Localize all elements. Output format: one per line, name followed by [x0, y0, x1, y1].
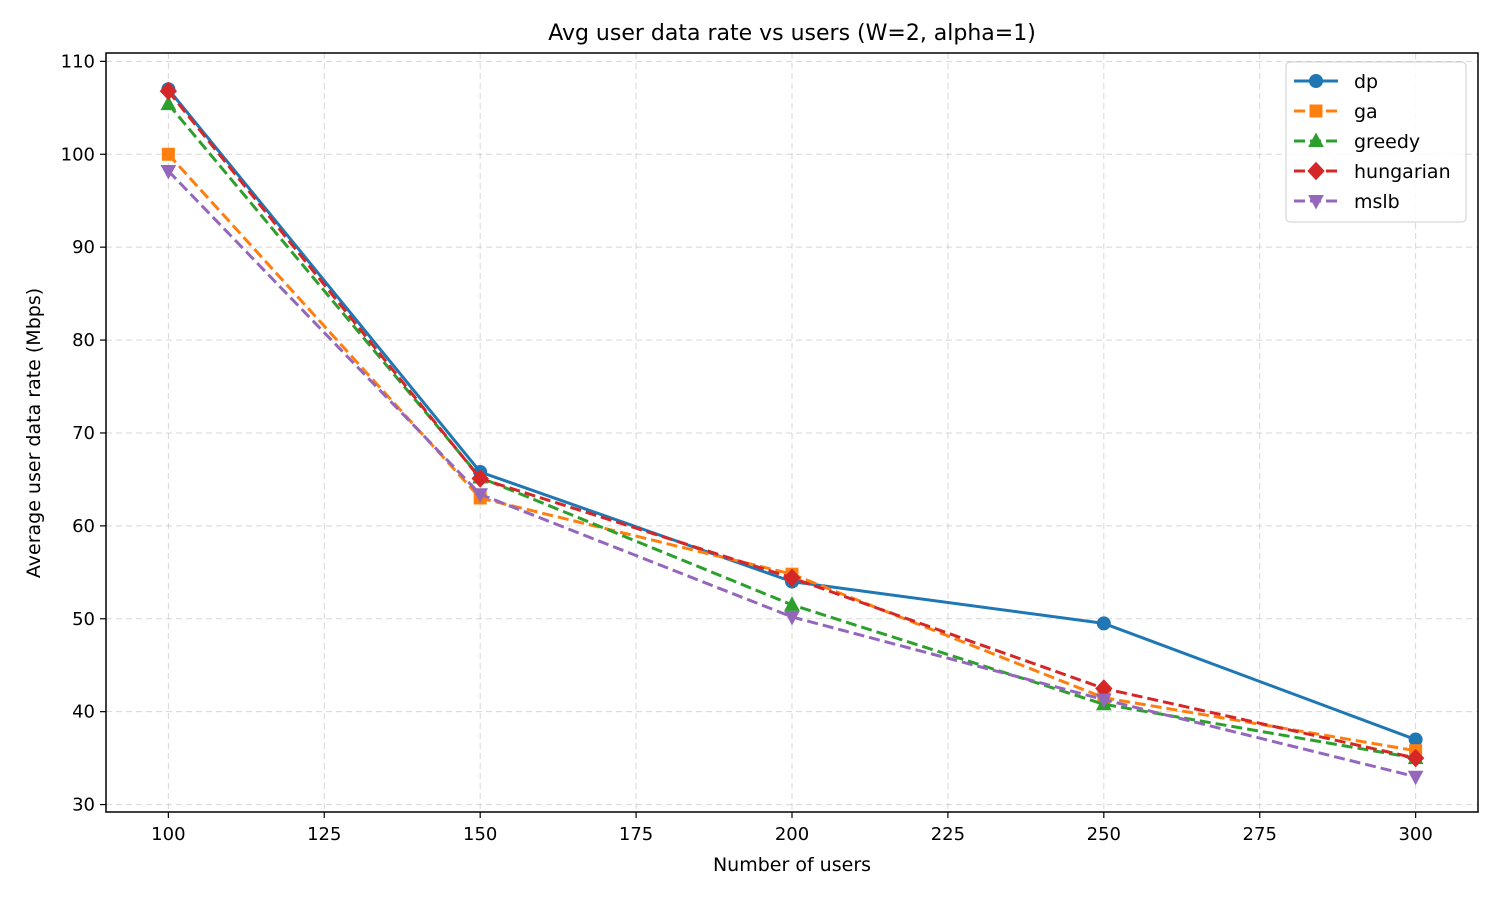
data-point-dp: [1408, 732, 1423, 747]
data-point-mslb: [472, 488, 489, 503]
series-hungarian: [159, 81, 1425, 768]
data-point-mslb: [1095, 693, 1112, 709]
chart-title: Avg user data rate vs users (W=2, alpha=…: [548, 21, 1036, 46]
x-tick-label: 125: [307, 824, 341, 845]
x-axis-label: Number of users: [713, 854, 871, 876]
legend-entry-mslb: mslb: [1294, 191, 1400, 213]
data-point-mslb: [160, 164, 177, 180]
y-tick-label: 70: [72, 423, 95, 444]
data-point-ga: [161, 147, 175, 161]
legend-marker: [1308, 132, 1324, 147]
data-point-dp: [1096, 616, 1111, 631]
y-tick-label: 60: [72, 516, 95, 537]
series-layer: [159, 81, 1425, 786]
legend-marker: [1308, 195, 1324, 210]
y-tick-label: 40: [72, 702, 95, 723]
y-tick-label: 50: [72, 609, 95, 630]
legend: dp ga greedy hungarian mslb: [1285, 61, 1467, 223]
data-point-hungarian: [1406, 748, 1425, 768]
x-tick-label: 250: [1087, 824, 1121, 845]
legend-entry-ga: ga: [1294, 101, 1378, 123]
y-tick-label: 90: [72, 237, 95, 258]
legend-label: greedy: [1354, 131, 1420, 153]
data-point-hungarian: [471, 469, 489, 488]
legend-box: [1285, 61, 1467, 223]
data-point-mslb: [1407, 770, 1424, 786]
data-point-hungarian: [159, 81, 178, 101]
legend-entry-hungarian: hungarian: [1294, 161, 1451, 183]
y-tick-label: 80: [72, 330, 95, 351]
x-tick-label: 100: [151, 824, 185, 845]
x-tick-label: 225: [931, 824, 965, 845]
x-tick-label: 300: [1398, 824, 1432, 845]
y-tick-label: 110: [61, 51, 95, 72]
y-tick-label: 100: [61, 144, 95, 165]
data-point-hungarian: [783, 568, 801, 588]
data-point-greedy: [784, 596, 800, 611]
axis-ticks: 100 125 150 175 200 225 250 275 300 30 40 50 60 70 80 9…: [61, 51, 1433, 845]
legend-label: dp: [1354, 71, 1378, 93]
x-tick-label: 200: [775, 824, 809, 845]
y-axis-label: Average user data rate (Mbps): [23, 288, 45, 578]
legend-marker: [1309, 74, 1323, 88]
legend-label: mslb: [1354, 191, 1400, 213]
legend-entry-dp: dp: [1294, 71, 1378, 93]
legend-marker: [1307, 161, 1325, 181]
data-point-greedy: [160, 95, 177, 111]
y-tick-label: 30: [72, 795, 95, 816]
legend-label: hungarian: [1354, 161, 1451, 183]
data-point-mslb: [784, 610, 800, 626]
legend-entry-greedy: greedy: [1294, 131, 1420, 153]
legend-label: ga: [1354, 101, 1378, 123]
x-tick-label: 175: [619, 824, 653, 845]
legend-marker: [1309, 104, 1323, 118]
x-tick-label: 150: [463, 824, 497, 845]
series-mslb: [160, 164, 1424, 786]
x-tick-label: 275: [1243, 824, 1277, 845]
